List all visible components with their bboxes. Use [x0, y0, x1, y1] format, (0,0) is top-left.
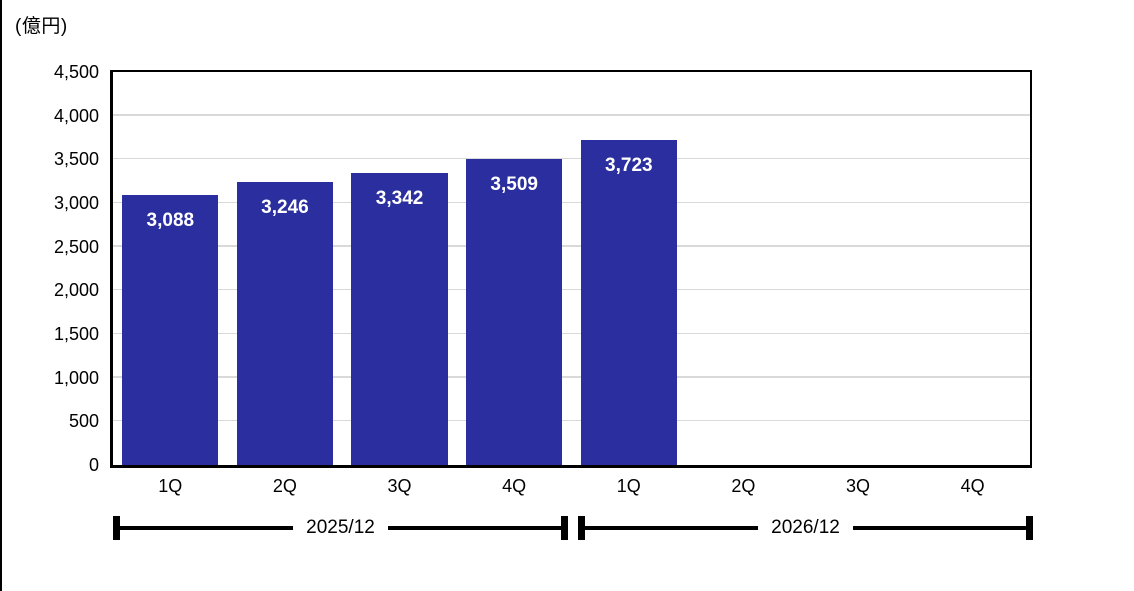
bars-layer: 3,088 3,246 3,342 3,509 3,723 — [113, 72, 1030, 465]
bar-slot: 3,723 — [572, 72, 687, 465]
y-tick-label: 0 — [88, 455, 99, 475]
bar-slot: 3,342 — [342, 72, 457, 465]
bar-value-label: 3,246 — [261, 196, 309, 218]
y-tick-label: 3,000 — [53, 193, 99, 213]
x-tick-label: 4Q — [502, 476, 527, 496]
bar-slot — [686, 72, 801, 465]
y-axis-labels: 0 500 1,000 1,500 2,000 2,500 3,000 3,500 4,000 4… — [0, 0, 99, 591]
bracket-cap — [1026, 516, 1033, 540]
bracket-line — [120, 526, 294, 530]
gridline — [113, 332, 1030, 335]
bracket-line — [585, 526, 759, 530]
y-tick-label: 2,000 — [53, 280, 99, 301]
bar-slot: 3,509 — [457, 72, 572, 465]
period-bracket-2026: 2026/12 — [578, 516, 1033, 540]
x-tick-label: 3Q — [387, 476, 412, 496]
gridline — [113, 419, 1030, 422]
bar: 3,246 — [236, 181, 334, 465]
y-tick-label: 4,000 — [53, 105, 99, 126]
bar: 3,723 — [580, 139, 677, 465]
y-tick-label: 1,000 — [53, 367, 99, 388]
x-tick-label: 2Q — [272, 476, 297, 496]
window-left-border — [0, 0, 2, 591]
gridline — [113, 288, 1030, 291]
bar-value-label: 3,342 — [375, 188, 424, 210]
gridline — [113, 157, 1030, 160]
gridline — [113, 201, 1030, 204]
y-tick-label: 1,500 — [53, 324, 99, 344]
bar: 3,342 — [351, 173, 448, 465]
bar-slot: 3,088 — [113, 72, 228, 465]
bar: 3,509 — [466, 158, 563, 465]
x-tick-label: 1Q — [616, 476, 641, 496]
bar-value-label: 3,723 — [605, 154, 653, 176]
bar-slot — [801, 72, 916, 465]
bar-value-label: 3,088 — [146, 210, 195, 232]
bracket-cap — [578, 516, 585, 540]
bracket-cap — [113, 516, 120, 540]
gridline — [113, 245, 1030, 247]
period-bracket-2025: 2025/12 — [113, 516, 568, 540]
period-label: 2025/12 — [306, 517, 375, 538]
x-tick-label: 3Q — [846, 476, 871, 496]
x-tick-label: 4Q — [960, 476, 985, 496]
y-tick-label: 3,500 — [53, 149, 99, 170]
x-axis-labels: 1Q 2Q 3Q 4Q 1Q 2Q 3Q 4Q — [113, 476, 1030, 497]
plot-area: 3,088 3,246 3,342 3,509 3,723 — [110, 70, 1032, 468]
y-tick-label: 500 — [68, 411, 99, 432]
x-tick-label: 2Q — [731, 476, 756, 496]
period-label: 2026/12 — [771, 517, 840, 538]
gridlines-layer — [113, 72, 1030, 465]
bracket-line — [387, 526, 561, 530]
gridline — [113, 114, 1030, 116]
bar-value-label: 3,509 — [490, 173, 538, 195]
bar-slot — [915, 72, 1030, 465]
bracket-cap — [561, 516, 568, 540]
bar: 3,088 — [122, 195, 219, 465]
bar-slot: 3,246 — [228, 72, 343, 465]
y-tick-label: 2,500 — [53, 236, 99, 257]
bracket-line — [852, 526, 1026, 530]
y-tick-label: 4,500 — [53, 62, 99, 82]
x-tick-label: 1Q — [158, 476, 183, 496]
y-axis-unit-label: (億円) — [15, 16, 68, 37]
gridline — [113, 376, 1030, 378]
